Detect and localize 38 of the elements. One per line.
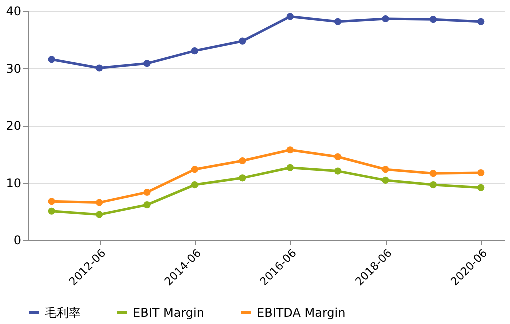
point (478, 18, 485, 26)
point (286, 146, 294, 154)
point (96, 64, 104, 72)
point (239, 157, 246, 165)
point (430, 182, 437, 189)
point (144, 188, 151, 196)
point (286, 13, 294, 20)
point (191, 182, 198, 189)
point (239, 174, 246, 182)
point (48, 208, 56, 215)
point (144, 60, 151, 68)
point (191, 48, 198, 55)
y-tick-label: 10 (6, 176, 22, 190)
legend-label: EBITDA Margin (257, 306, 346, 320)
point (382, 176, 390, 184)
point (430, 16, 437, 24)
point (478, 169, 485, 177)
y-tick-label: 20 (6, 119, 22, 133)
point (286, 164, 294, 172)
y-tick-label: 30 (6, 62, 22, 76)
y-tick-label: 40 (6, 4, 22, 18)
point (430, 170, 437, 178)
point (334, 18, 342, 26)
point (96, 211, 104, 218)
legend-label: 毛利率 (45, 306, 81, 320)
legend-label: EBIT Margin (133, 306, 204, 320)
point (144, 202, 151, 209)
point (48, 198, 56, 206)
point (96, 199, 104, 206)
point (382, 166, 390, 174)
point (334, 153, 342, 161)
point (382, 15, 390, 23)
point (478, 184, 485, 192)
point (191, 166, 198, 174)
point (239, 38, 246, 45)
point (48, 56, 56, 64)
point (334, 168, 342, 175)
y-tick-label: 0 (14, 234, 22, 248)
